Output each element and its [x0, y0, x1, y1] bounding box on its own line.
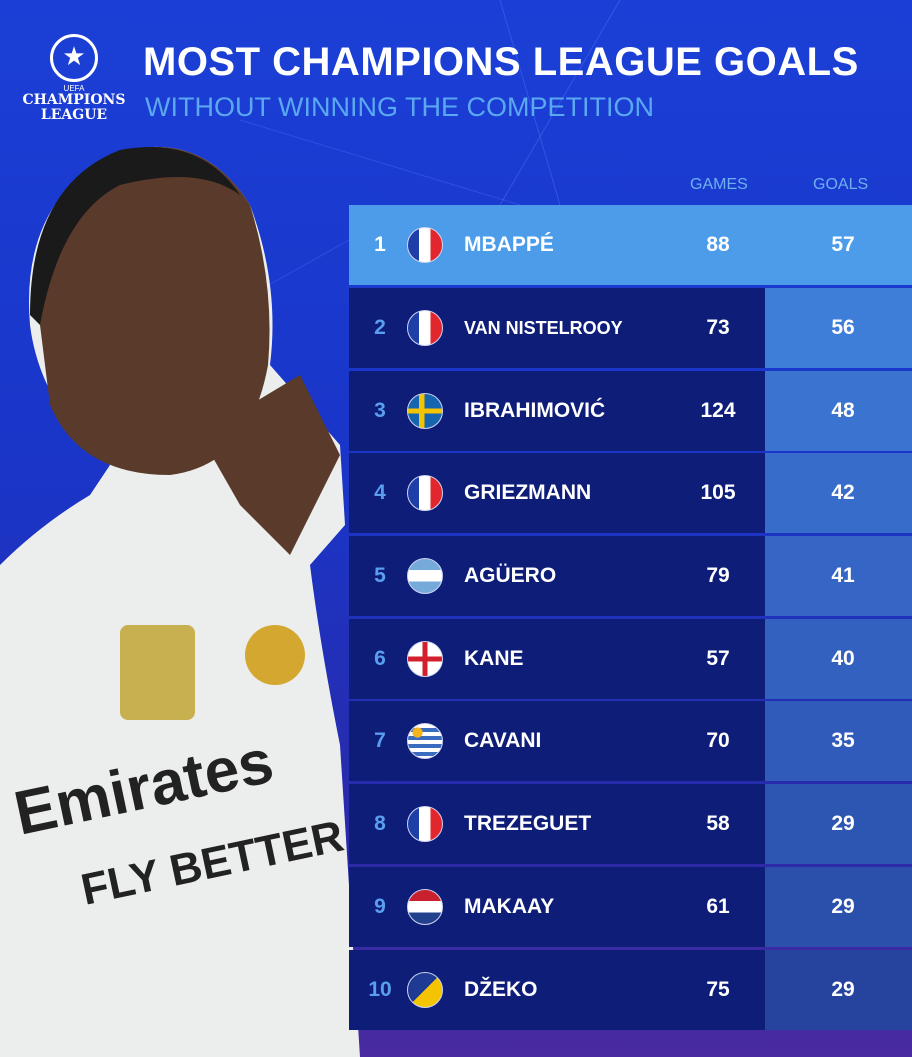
player-name: VAN NISTELROOY [464, 317, 623, 338]
england-flag-icon [407, 640, 443, 677]
argentina-flag-icon [407, 558, 443, 595]
table-row: 9 MAKAAY 61 29 [349, 866, 912, 947]
goals-value: 29 [831, 894, 855, 918]
player-name: IBRAHIMOVIĆ [464, 398, 606, 422]
table-row: 2 VAN NISTELROOY 73 56 [349, 288, 912, 368]
goals-value: 48 [831, 398, 855, 422]
goals-cell-bg [765, 949, 912, 1030]
table-row: 3 IBRAHIMOVIĆ 124 48 [349, 370, 912, 451]
goals-value: 42 [831, 481, 855, 505]
goals-value: 29 [831, 977, 855, 1001]
rank: 1 [374, 233, 386, 256]
games-value: 88 [706, 233, 730, 256]
rank: 9 [374, 894, 386, 918]
goals-cell-bg [765, 205, 912, 285]
games-value: 61 [706, 894, 730, 918]
games-value: 70 [706, 729, 730, 753]
player-name: DŽEKO [464, 977, 538, 1001]
rank: 6 [374, 646, 386, 670]
games-value: 124 [700, 398, 736, 422]
france-flag-icon [407, 806, 443, 843]
player-name: AGÜERO [464, 564, 557, 588]
table-row: 8 TREZEGUET 58 29 [349, 784, 912, 865]
goals-value: 41 [831, 564, 855, 588]
logo-uefa: UEFA [63, 84, 85, 93]
games-value: 75 [706, 977, 730, 1001]
games-value: 57 [706, 646, 730, 670]
rank: 10 [368, 977, 392, 1001]
column-header-games: GAMES [690, 176, 748, 193]
goals-value: 29 [831, 812, 855, 836]
rank: 3 [374, 398, 386, 422]
france-flag-icon [407, 310, 443, 346]
france-flag-icon [407, 227, 443, 263]
player-name: MAKAAY [464, 894, 555, 918]
page-title: MOST CHAMPIONS LEAGUE GOALS [143, 40, 859, 84]
rank: 2 [374, 316, 386, 339]
rank: 7 [374, 729, 386, 753]
netherlands-flag-icon [407, 888, 443, 925]
goals-cell-bg [765, 370, 912, 451]
goals-value: 35 [831, 729, 855, 753]
goals-value: 56 [831, 316, 855, 339]
starball-icon [50, 34, 98, 82]
rank: 8 [374, 812, 386, 836]
goals-value: 57 [831, 233, 855, 256]
champions-league-logo: UEFA CHAMPIONS LEAGUE [20, 34, 128, 123]
goals-cell-bg [765, 866, 912, 947]
player-name: GRIEZMANN [464, 481, 592, 505]
bosnia-flag-icon [407, 971, 443, 1008]
games-value: 73 [706, 316, 730, 339]
table-row: 6 KANE 57 40 [349, 618, 912, 699]
player-photo: Emirates FLY BETTER [0, 146, 360, 1057]
table-row: 10 DŽEKO 75 29 [349, 949, 912, 1030]
logo-line1: CHAMPIONS [22, 92, 126, 108]
rank: 4 [374, 481, 386, 505]
games-value: 79 [706, 564, 730, 588]
games-value: 58 [706, 812, 730, 836]
ranking-table: 1 MBAPPÉ 88 57 2 VAN NISTELROOY 73 56 3 … [349, 205, 912, 1032]
goals-cell-bg [765, 784, 912, 865]
sweden-flag-icon [407, 392, 443, 429]
table-row: 4 GRIEZMANN 105 42 [349, 453, 912, 534]
table-row: 1 MBAPPÉ 88 57 [349, 205, 912, 285]
player-name: CAVANI [464, 729, 542, 753]
uruguay-flag-icon [407, 723, 443, 760]
logo-line2: LEAGUE [40, 107, 108, 123]
player-name: KANE [464, 646, 524, 670]
table-row: 7 CAVANI 70 35 [349, 701, 912, 782]
page-subtitle: WITHOUT WINNING THE COMPETITION [145, 92, 654, 122]
goals-cell-bg [765, 288, 912, 368]
goals-cell-bg [765, 453, 912, 534]
goals-cell-bg [765, 701, 912, 782]
player-name: MBAPPÉ [464, 233, 554, 256]
goals-value: 40 [831, 646, 855, 670]
france-flag-icon [407, 475, 443, 512]
player-name: TREZEGUET [464, 812, 592, 836]
goals-cell-bg [765, 536, 912, 617]
column-header-goals: GOALS [813, 176, 869, 193]
goals-cell-bg [765, 618, 912, 699]
rank: 5 [374, 564, 386, 588]
games-value: 105 [700, 481, 736, 505]
table-row: 5 AGÜERO 79 41 [349, 536, 912, 617]
